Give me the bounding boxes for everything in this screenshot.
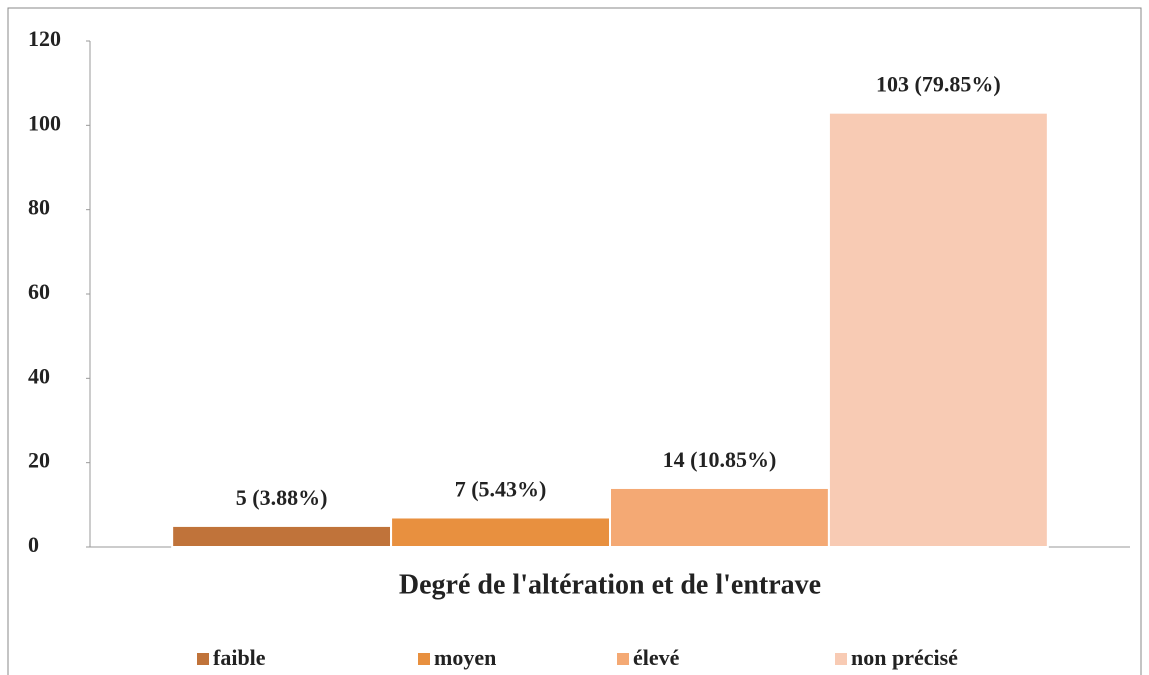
chart-border [7, 7, 1142, 675]
data-label: 14 (10.85%) [663, 447, 777, 472]
bar [609, 486, 830, 549]
y-tick-label: 0 [28, 532, 39, 557]
legend-label: non précisé [851, 645, 958, 670]
legend-label: moyen [434, 645, 496, 670]
data-label: 103 (79.85%) [876, 72, 1001, 97]
legend-swatch [835, 653, 847, 665]
y-tick-label: 60 [28, 279, 50, 304]
y-tick-label: 40 [28, 363, 50, 388]
bar [390, 516, 611, 549]
legend-swatch [617, 653, 629, 665]
legend-label: élevé [633, 645, 680, 670]
legend-label: faible [213, 645, 266, 670]
bar [827, 111, 1049, 549]
x-axis-title: Degré de l'altération et de l'entrave [399, 569, 821, 600]
y-tick-label: 20 [28, 448, 50, 473]
data-label: 7 (5.43%) [455, 477, 547, 502]
y-tick-label: 120 [28, 26, 61, 51]
y-tick-label: 80 [28, 195, 50, 220]
legend-swatch [418, 653, 430, 665]
legend-swatch [197, 653, 209, 665]
data-label: 5 (3.88%) [236, 485, 328, 510]
y-tick-label: 100 [28, 110, 61, 135]
bar [171, 524, 393, 549]
